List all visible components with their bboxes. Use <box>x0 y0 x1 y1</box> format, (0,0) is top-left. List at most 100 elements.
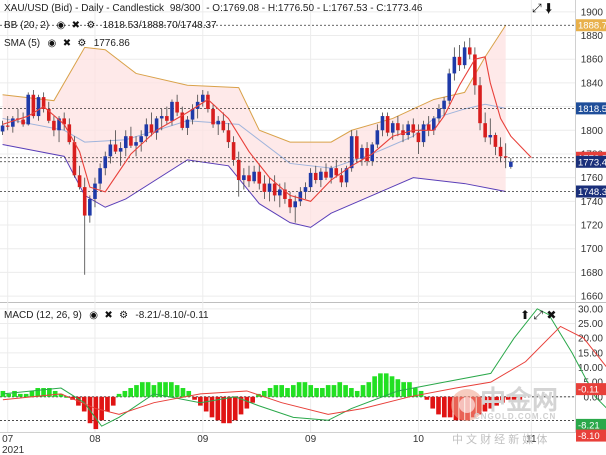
macd-histogram-bar <box>511 396 517 400</box>
price-tick-label: 1660 <box>581 292 604 303</box>
candle-body <box>46 108 51 121</box>
macd-histogram-bar <box>418 390 424 397</box>
close-icon[interactable]: ✖ <box>71 20 80 31</box>
macd-histogram-bar <box>343 385 348 397</box>
price-tick-label: 1700 <box>581 244 604 255</box>
candle-body <box>41 97 46 109</box>
candle-body <box>288 198 292 208</box>
candle-body <box>180 112 185 128</box>
macd-histogram-bar <box>105 396 110 412</box>
candle-body <box>457 56 462 66</box>
candle-body <box>298 191 303 202</box>
up-arrow-icon[interactable]: ⬆ <box>520 308 531 322</box>
watermark-brand: 中金网 <box>480 385 559 415</box>
bb-values: 1818.53/1888.70/1748.37 <box>102 20 217 31</box>
candle-body <box>0 125 5 132</box>
macd-histogram-bar <box>215 396 221 421</box>
candle-body <box>206 94 210 109</box>
macd-histogram-bar <box>209 396 215 418</box>
candle-body <box>149 124 154 133</box>
price-header: XAU/USD (Bid) - Daily - Candlestick 98/3… <box>4 2 425 16</box>
candle-body <box>159 116 164 119</box>
candle-body <box>216 120 220 125</box>
candle-body <box>170 101 174 121</box>
candle-body <box>375 130 380 145</box>
gear-icon[interactable]: ⚙ <box>86 20 96 31</box>
price-axis-tag <box>576 19 606 32</box>
macd-histogram-bar <box>157 382 163 397</box>
macd-histogram-bar <box>58 393 64 397</box>
gear-icon[interactable]: ⚙ <box>77 38 87 49</box>
candle-body <box>334 168 339 176</box>
candle-body <box>139 136 143 143</box>
expand-icon[interactable]: ⤢ <box>533 308 544 322</box>
price-axis-tag-label: 1888.7 <box>578 21 606 32</box>
candle-body <box>278 189 282 196</box>
candle-body <box>11 118 15 127</box>
macd-line <box>2 308 606 427</box>
eye-icon[interactable]: ◉ <box>47 38 57 49</box>
candle-body <box>483 123 487 138</box>
macd-histogram-bar <box>227 396 232 424</box>
eye-icon[interactable]: ◉ <box>89 310 98 321</box>
candle-body <box>473 54 477 86</box>
candle-body <box>421 124 426 143</box>
eye-icon[interactable]: ◉ <box>56 20 66 31</box>
candle-body <box>118 148 123 152</box>
candle-body <box>426 124 431 131</box>
price-tick-label: 1900 <box>581 7 604 18</box>
candle-body <box>360 148 364 159</box>
candle-body <box>406 124 410 136</box>
price-axis-tag-label: 1773.4 <box>578 157 606 168</box>
macd-panel-controls: ⬆ ⤢ ✖ <box>520 308 556 323</box>
macd-histogram-bar <box>122 390 128 397</box>
macd-histogram-bar <box>198 396 203 406</box>
macd-tick-label: 15.00 <box>578 348 603 359</box>
candle-body <box>21 119 25 125</box>
macd-histogram-bar <box>366 382 372 397</box>
macd-axis-tag-label: -8.10 <box>578 431 600 442</box>
macd-histogram-bar <box>494 396 499 406</box>
candle-body <box>498 146 503 157</box>
macd-histogram-bar <box>389 376 395 397</box>
candle-body <box>319 171 323 181</box>
macd-histogram-bar <box>383 373 389 397</box>
gear-icon[interactable]: ⚙ <box>119 310 129 321</box>
macd-histogram-bar <box>424 396 430 400</box>
macd-label: MACD (12, 26, 9) <box>4 310 82 321</box>
candle-body <box>411 124 416 133</box>
macd-axis-tag <box>576 429 606 442</box>
candle-body <box>365 148 369 162</box>
close-icon[interactable]: ✖ <box>546 308 557 322</box>
price-axis-tag-label: 1748.3 <box>578 187 606 198</box>
price-axis-tag <box>576 155 606 168</box>
macd-histogram-bar <box>186 390 192 397</box>
price-tick-label: 1760 <box>581 173 604 184</box>
macd-legend: MACD (12, 26, 9) ◉ ✖ ⚙ -8.21/-8.10/-0.11 <box>4 309 212 323</box>
macd-histogram-bar <box>331 385 337 397</box>
bb-label: BB (20, 2) <box>4 20 50 31</box>
candle-body <box>82 187 87 216</box>
candle-body <box>308 172 313 188</box>
candle-body <box>108 144 113 157</box>
macd-histogram-bar <box>337 382 343 397</box>
macd-histogram-bar <box>320 388 325 397</box>
candle-body <box>416 132 421 143</box>
macd-histogram-bar <box>407 382 412 397</box>
candle-body <box>452 56 457 74</box>
candle-body <box>154 118 159 133</box>
price-tick-label: 1720 <box>581 221 604 232</box>
candle-body <box>329 168 333 178</box>
macd-histogram-bar <box>116 393 122 397</box>
close-icon[interactable]: ✖ <box>104 310 113 321</box>
candle-body <box>62 118 66 125</box>
candle-body <box>200 94 205 102</box>
macd-histogram-bar <box>378 373 383 397</box>
time-tick-label: 09 <box>197 434 209 445</box>
candle-body <box>175 101 179 113</box>
expand-icon[interactable]: ⤢ <box>532 1 542 15</box>
close-icon[interactable]: ✖ <box>62 38 72 49</box>
candle-body <box>231 142 236 160</box>
macd-axis-tag-label: -0.11 <box>578 385 599 396</box>
down-arrow-icon[interactable]: ⬇ <box>544 1 553 15</box>
